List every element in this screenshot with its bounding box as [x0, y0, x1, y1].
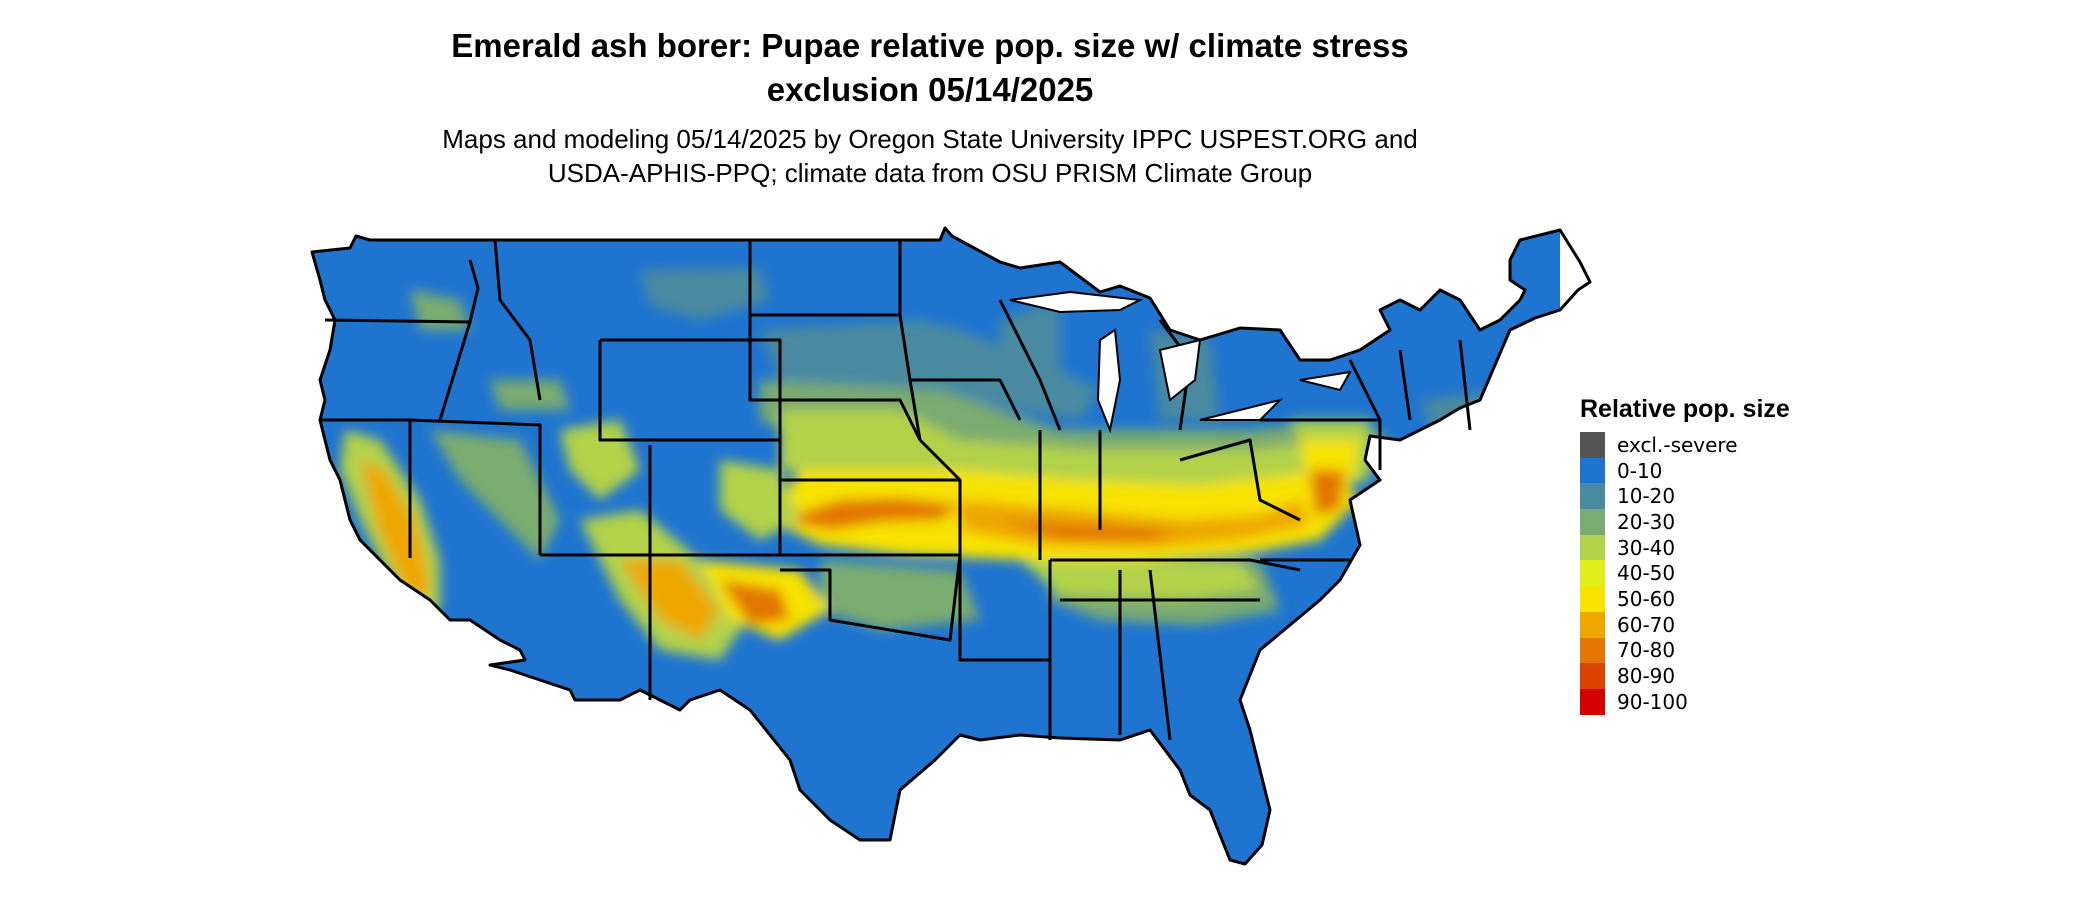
border-ok-tx	[780, 554, 962, 642]
zone-20-30	[430, 430, 560, 560]
zone-60-70	[360, 460, 430, 610]
zone-10-20	[760, 320, 1100, 420]
zone-20-30	[760, 380, 1390, 470]
legend-label: excl.-severe	[1617, 432, 1738, 457]
map-subtitle: Maps and modeling 05/14/2025 by Oregon S…	[442, 124, 1418, 188]
border-tn-n	[1050, 558, 1301, 572]
legend-swatch	[1580, 688, 1605, 715]
legend-swatch	[1580, 663, 1605, 689]
legend-swatch	[1580, 560, 1605, 587]
lake-erie	[1199, 398, 1284, 421]
border-ga	[1148, 569, 1172, 741]
legend-item-10-20: 10-20	[1580, 483, 1840, 510]
zone-70-80	[780, 498, 960, 530]
legend-item-70-80: 70-80	[1580, 637, 1840, 664]
lake-huron	[1158, 338, 1202, 402]
legend-item-60-70: 60-70	[1580, 611, 1840, 638]
legend-label: 10-20	[1617, 484, 1676, 509]
legend-label: 30-40	[1617, 535, 1676, 560]
legend-label: 40-50	[1617, 561, 1676, 586]
border-co-nm	[648, 445, 780, 557]
pop-size-raster	[312, 228, 1560, 864]
border-wy-e	[600, 338, 782, 440]
legend-item-50-60: 50-60	[1580, 586, 1840, 612]
legend-item-90-100: 90-100	[1580, 688, 1840, 715]
legend-swatch	[1580, 457, 1605, 484]
lake-superior	[1009, 290, 1144, 314]
legend-label: 70-80	[1617, 638, 1676, 663]
legend-label: 80-90	[1617, 664, 1676, 689]
border-wv	[1179, 438, 1301, 522]
legend-item-20-30: 20-30	[1580, 509, 1840, 535]
legend-label: 0-10	[1617, 458, 1663, 483]
border-ny-e	[1348, 359, 1382, 421]
legend-item-40-50: 40-50	[1580, 560, 1840, 587]
zone-30-40	[1020, 560, 1260, 600]
legend-swatch	[1580, 432, 1605, 458]
zone-10-20	[640, 268, 770, 320]
border-or-wa	[324, 259, 480, 324]
border-wy	[598, 340, 780, 442]
border-ne-ks	[778, 440, 960, 482]
zone-10-20	[1420, 390, 1510, 450]
zone-10-20	[1000, 300, 1060, 380]
legend-swatch	[1580, 586, 1605, 612]
border-mn-w	[898, 240, 922, 441]
border-new-england	[1398, 349, 1412, 421]
border-ar-la	[958, 555, 1050, 662]
legend-swatch	[1580, 509, 1605, 535]
border-ne	[780, 398, 922, 441]
border-nh-vt	[1458, 339, 1472, 431]
legend-swatch	[1580, 534, 1605, 561]
legend: Relative pop. size excl.-severe 0-10 10-…	[1580, 394, 1840, 715]
legend-item-80-90: 80-90	[1580, 663, 1840, 689]
zone-70-80	[1310, 470, 1345, 515]
border-mo-w	[918, 438, 962, 555]
great-lakes	[1009, 290, 1352, 434]
zone-20-30	[820, 560, 980, 630]
legend-swatch	[1580, 637, 1605, 664]
legend-item-0-10: 0-10	[1580, 457, 1840, 484]
legend-swatch	[1580, 483, 1605, 510]
legend-swatch	[1580, 611, 1605, 638]
legend-label: 50-60	[1617, 586, 1676, 611]
border-id-mt	[493, 239, 542, 401]
legend-label: 90-100	[1617, 689, 1688, 714]
zone-20-30	[490, 380, 570, 410]
map-title: Emerald ash borer: Pupae relative pop. s…	[451, 27, 1409, 108]
border-wi-mi	[998, 299, 1062, 431]
border-ia	[910, 378, 1022, 421]
legend-title: Relative pop. size	[1580, 395, 1790, 423]
zone-70-80	[720, 580, 790, 625]
border-or-id	[438, 321, 472, 421]
zone-60-70	[960, 500, 1310, 548]
legend-item-30-40: 30-40	[1580, 534, 1840, 561]
zone-60-70	[620, 560, 720, 640]
border-nv-ut	[409, 418, 542, 555]
zone-70-80	[1000, 520, 1180, 540]
lake-michigan	[1096, 328, 1122, 434]
lake-ontario	[1299, 370, 1352, 392]
legend-items: excl.-severe 0-10 10-20 20-30 30-40 40-5…	[1580, 432, 1840, 715]
legend-label: 20-30	[1617, 509, 1676, 534]
legend-label: 60-70	[1617, 612, 1676, 637]
legend-item-excl-severe: excl.-severe	[1580, 432, 1840, 458]
